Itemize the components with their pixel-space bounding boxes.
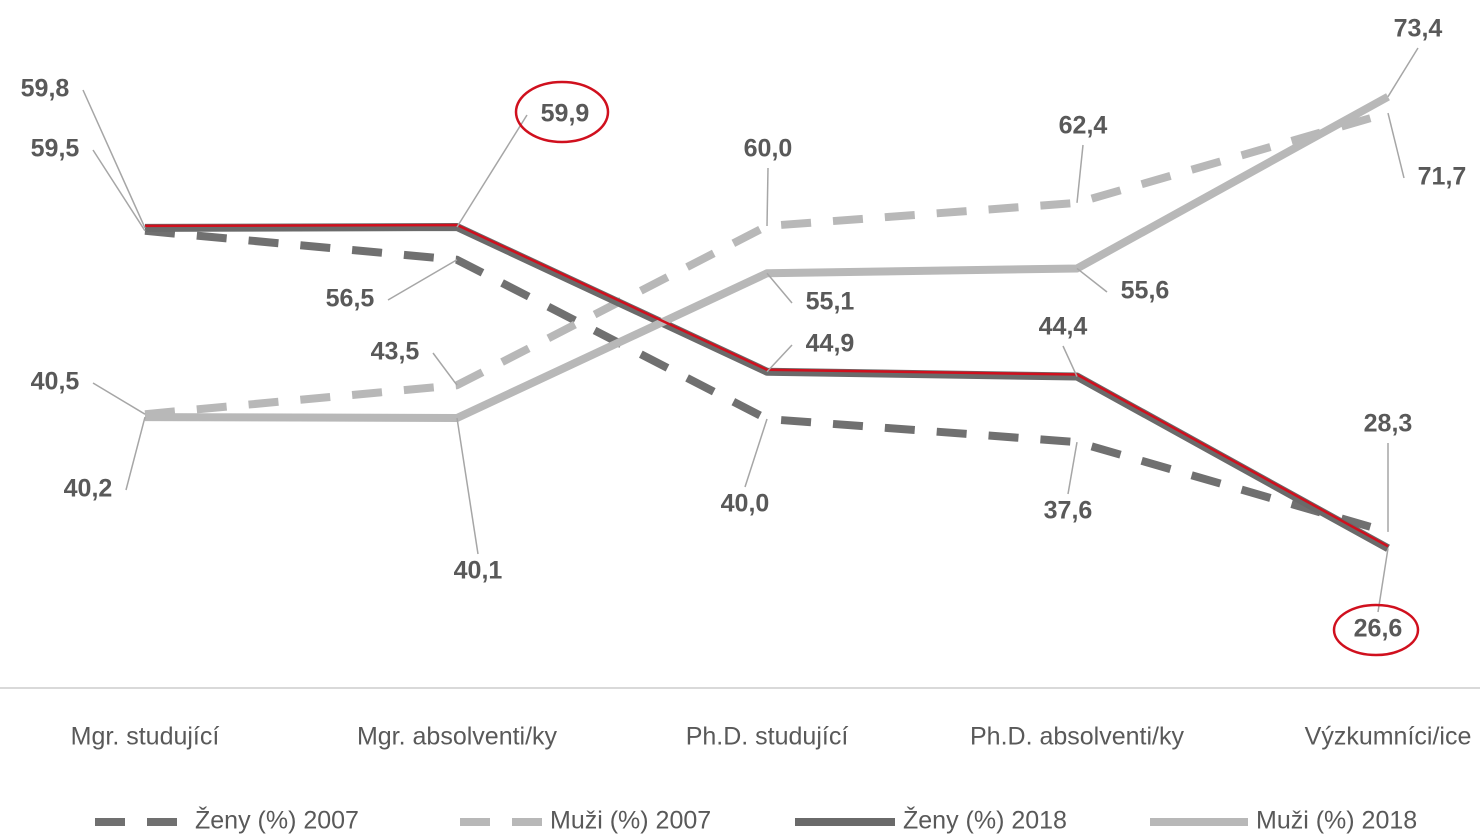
data-label: 55,1: [806, 288, 855, 316]
leader-line: [766, 167, 769, 227]
data-label: 40,2: [64, 475, 113, 503]
data-label: 73,4: [1394, 15, 1443, 43]
data-label: 40,5: [31, 368, 80, 396]
data-label: 37,6: [1044, 497, 1093, 525]
data-label: 71,7: [1418, 163, 1467, 191]
x-tick-label: Mgr. studující: [71, 723, 220, 751]
data-label: 40,1: [454, 557, 503, 585]
data-label: 62,4: [1059, 112, 1108, 140]
data-label: 43,5: [371, 338, 420, 366]
leader-line: [432, 352, 458, 386]
leader-line: [82, 89, 146, 229]
leader-line: [766, 272, 793, 304]
data-label: 44,4: [1039, 313, 1088, 341]
leader-line: [1067, 442, 1078, 495]
annotation-trace: [144, 223, 1389, 548]
series-line: [144, 109, 1390, 419]
leader-line: [92, 149, 146, 232]
leader-line: [456, 114, 528, 228]
data-label: 40,0: [721, 490, 770, 518]
leader-line: [125, 416, 146, 491]
data-label: 59,9: [541, 100, 590, 128]
data-label: 56,5: [326, 285, 375, 313]
leader-line: [1377, 548, 1389, 613]
leader-line: [1062, 345, 1078, 377]
leader-line: [456, 417, 479, 555]
data-label: 60,0: [744, 135, 793, 163]
leader-line: [1387, 47, 1419, 98]
data-label: 44,9: [806, 330, 855, 358]
data-label: 26,6: [1354, 615, 1403, 643]
legend-label: Muži (%) 2007: [550, 807, 711, 835]
leader-line: [744, 418, 768, 488]
legend-label: Muži (%) 2018: [1256, 807, 1417, 835]
x-tick-label: Ph.D. studující: [686, 723, 849, 751]
data-label: 28,3: [1364, 410, 1413, 438]
leader-line: [1076, 144, 1084, 203]
x-tick-label: Výzkumníci/ice: [1305, 723, 1472, 751]
data-label: 59,5: [31, 135, 80, 163]
legend-label: Ženy (%) 2007: [195, 806, 359, 835]
annotation-circle: [1332, 603, 1420, 657]
series-line: [144, 226, 1390, 536]
leader-line: [387, 259, 458, 301]
data-label: 59,8: [21, 75, 70, 103]
leader-line: [92, 382, 146, 415]
annotation-circle: [514, 80, 610, 144]
x-tick-label: Ph.D. absolventi/ky: [970, 723, 1184, 751]
leader-line: [1387, 112, 1405, 179]
leader-line: [766, 344, 793, 373]
x-tick-label: Mgr. absolventi/ky: [357, 723, 558, 751]
leader-line: [1076, 267, 1108, 293]
legend-label: Ženy (%) 2018: [903, 806, 1067, 835]
data-label: 55,6: [1121, 277, 1170, 305]
